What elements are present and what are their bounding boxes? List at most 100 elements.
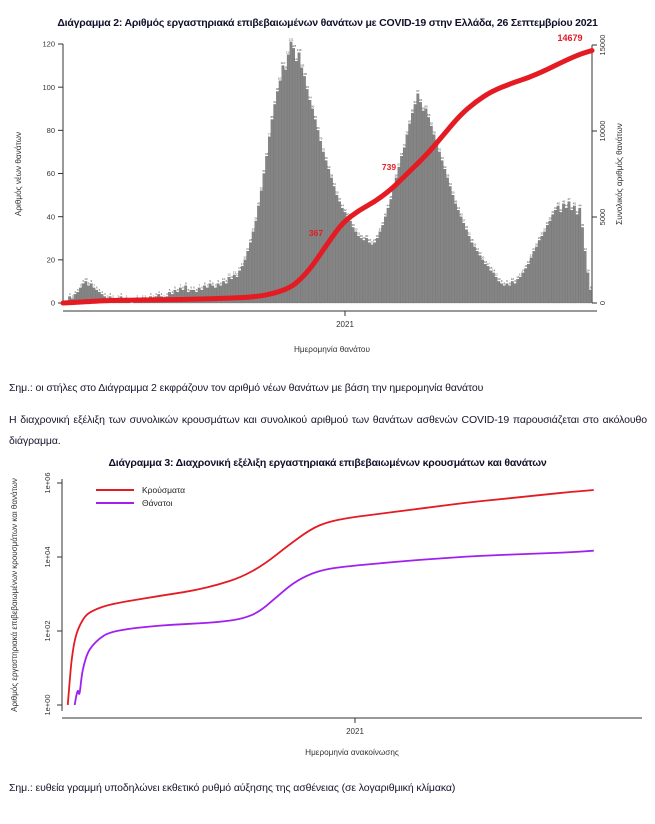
bar-value-label: 33 xyxy=(543,227,547,231)
bar-value-label: 44 xyxy=(341,204,345,208)
bar xyxy=(308,99,312,304)
bar xyxy=(367,242,371,304)
bar-value-label: 92 xyxy=(414,100,418,104)
bar-value-label: 47 xyxy=(338,197,342,201)
bar xyxy=(429,125,433,304)
bar-value-label: 92 xyxy=(273,100,277,104)
bar xyxy=(400,156,403,304)
bar xyxy=(335,194,339,304)
bar xyxy=(451,194,455,304)
bar-value-label: 13 xyxy=(233,271,237,275)
bar xyxy=(489,270,493,304)
bar xyxy=(394,177,398,304)
bar-value-label: 109 xyxy=(299,63,304,67)
bar-value-label: 66 xyxy=(441,156,445,160)
bar-value-label: 15 xyxy=(238,266,242,270)
bar-value-label: 12 xyxy=(519,273,523,277)
bar-value-label: 3 xyxy=(69,292,71,296)
bar xyxy=(446,177,449,304)
chart2-note: Σημ.: οι στήλες στο Διάγραμμα 2 εκφράζου… xyxy=(9,381,484,394)
bar xyxy=(481,259,484,304)
bar xyxy=(578,207,582,304)
bar xyxy=(508,285,511,304)
bar xyxy=(405,134,409,304)
bar-value-label: 54 xyxy=(333,182,337,186)
bar xyxy=(211,285,215,304)
bar-value-label: 41 xyxy=(551,210,555,214)
bar xyxy=(219,285,223,304)
bar-value-label: 4 xyxy=(158,290,160,294)
bar xyxy=(205,287,209,304)
bar xyxy=(435,143,439,304)
bar-value-label: 33 xyxy=(354,227,358,231)
bar-value-label: 8 xyxy=(185,281,187,285)
bar xyxy=(278,80,282,304)
bar-value-label: 50 xyxy=(451,191,455,195)
bar xyxy=(184,285,188,304)
bar-value-label: 60 xyxy=(262,169,266,173)
bar xyxy=(440,160,444,304)
bar-value-label: 70 xyxy=(438,148,442,152)
bar xyxy=(270,119,274,304)
bar xyxy=(494,276,498,304)
bar-value-label: 3 xyxy=(166,292,168,296)
bar xyxy=(370,244,374,304)
bar xyxy=(232,274,236,304)
bar-value-label: 2 xyxy=(142,294,144,298)
left-axis: 0 20 40 60 80 100 120 Αριθμός νέων θανάτων xyxy=(14,40,64,308)
bar-value-label: 10 xyxy=(497,277,501,281)
bar-value-label: 18 xyxy=(527,260,531,264)
bar xyxy=(589,289,592,304)
bar xyxy=(456,210,460,304)
bar-value-label: 26 xyxy=(535,242,539,246)
bar-value-label: 45 xyxy=(573,201,577,205)
bar-value-label: 2 xyxy=(144,294,146,298)
bar xyxy=(319,141,323,304)
bar-value-label: 46 xyxy=(562,199,566,203)
bar-value-label: 108 xyxy=(283,66,288,70)
bar xyxy=(532,251,536,304)
bar-value-label: 66 xyxy=(324,156,328,160)
bar-value-label: 6 xyxy=(174,286,176,290)
bar-value-label: 78 xyxy=(405,130,409,134)
bar-value-label: 9 xyxy=(217,279,219,283)
bar xyxy=(416,93,420,304)
bar xyxy=(227,276,231,304)
bar-value-label: 22 xyxy=(478,251,482,255)
bar-value-label: 9 xyxy=(506,279,508,283)
bar-value-label: 83 xyxy=(408,119,412,123)
y-tick-label: 1e+04 xyxy=(43,546,52,567)
bar-value-label: 31 xyxy=(540,232,544,236)
bar xyxy=(284,69,287,304)
bar-value-label: 5 xyxy=(99,288,101,292)
bar xyxy=(303,76,306,304)
bar-value-label: 78 xyxy=(432,130,436,134)
bar xyxy=(492,272,495,304)
bar xyxy=(259,190,263,304)
bar-value-label: 7 xyxy=(180,283,182,287)
bar xyxy=(454,203,457,304)
bar xyxy=(465,229,468,304)
bar-value-label: 58 xyxy=(395,173,399,177)
bar xyxy=(513,283,517,304)
bar-value-label: 30 xyxy=(365,234,369,238)
bar-value-label: 9 xyxy=(225,279,227,283)
bar-value-label: 20 xyxy=(244,255,248,259)
bar xyxy=(316,130,320,304)
bar-value-label: 2 xyxy=(153,294,155,298)
bar-value-label: 20 xyxy=(481,255,485,259)
bar xyxy=(529,257,533,304)
x-tick-label: 2021 xyxy=(336,320,354,329)
bar xyxy=(411,112,414,304)
bar-value-label: 40 xyxy=(459,212,463,216)
bar xyxy=(208,283,212,304)
bar-value-label: 118 xyxy=(291,44,296,48)
bar-value-label: 2 xyxy=(163,294,165,298)
bar-value-label: 7 xyxy=(207,283,209,287)
bar-value-label: 28 xyxy=(368,238,372,242)
bar-value-label: 85 xyxy=(314,115,318,119)
bar xyxy=(543,231,547,304)
bar xyxy=(235,276,239,304)
bar-value-label: 68 xyxy=(400,152,404,156)
cumulative-annotation: 14679 xyxy=(557,33,582,43)
